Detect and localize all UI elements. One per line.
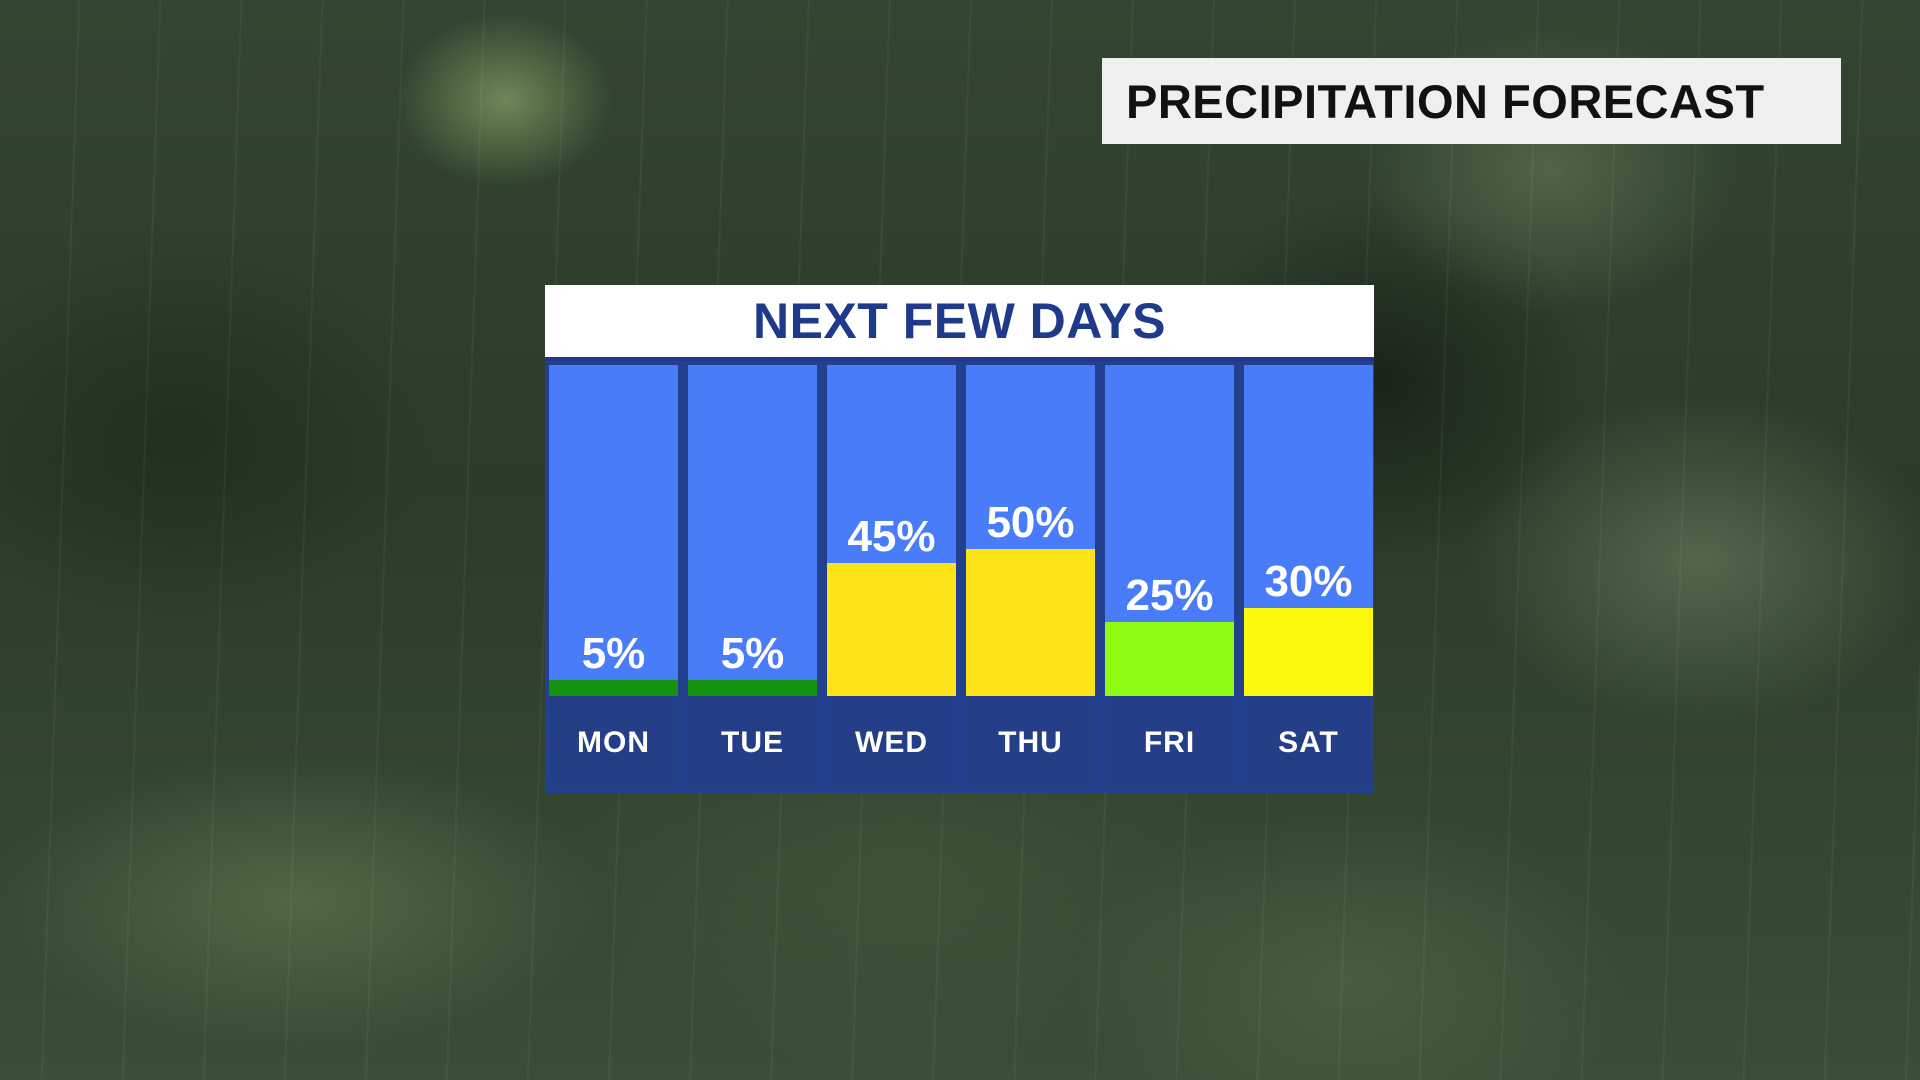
precip-bar-sat — [1244, 608, 1373, 696]
precip-bar-mon — [549, 680, 678, 696]
title-divider — [545, 357, 1374, 361]
day-label-wed: WED — [827, 696, 956, 789]
precip-value-label-sat: 30% — [1264, 557, 1353, 606]
day-label-mon: MON — [549, 696, 678, 789]
header-title: PRECIPITATION FORECAST — [1126, 74, 1765, 128]
day-column-mon: 5% MON — [549, 365, 678, 789]
precip-value-label-fri: 25% — [1125, 571, 1214, 620]
header-banner: PRECIPITATION FORECAST — [1102, 58, 1841, 144]
day-column-sat: 30% SAT — [1244, 365, 1373, 789]
precip-bar-tue — [688, 680, 817, 696]
day-label-fri: FRI — [1105, 696, 1234, 789]
chart-title: NEXT FEW DAYS — [545, 285, 1374, 357]
precip-bar-wed — [827, 563, 956, 696]
day-label-sat: SAT — [1244, 696, 1373, 789]
precip-value-label-mon: 5% — [581, 629, 646, 678]
precip-value-label-thu: 50% — [986, 498, 1075, 547]
bar-chart: 5% MON 5% TUE 45% WED 50% THU 25% FRI 30% SAT — [545, 361, 1374, 793]
precip-bar-thu — [966, 549, 1095, 696]
precip-value-label-wed: 45% — [847, 512, 936, 561]
day-label-thu: THU — [966, 696, 1095, 789]
day-column-wed: 45% WED — [827, 365, 956, 789]
day-column-fri: 25% FRI — [1105, 365, 1234, 789]
day-column-thu: 50% THU — [966, 365, 1095, 789]
precip-value-label-tue: 5% — [720, 629, 785, 678]
day-column-tue: 5% TUE — [688, 365, 817, 789]
forecast-panel: NEXT FEW DAYS 5% MON 5% TUE 45% WED 50% THU 25% F… — [545, 285, 1374, 793]
precip-bar-fri — [1105, 622, 1234, 696]
day-label-tue: TUE — [688, 696, 817, 789]
